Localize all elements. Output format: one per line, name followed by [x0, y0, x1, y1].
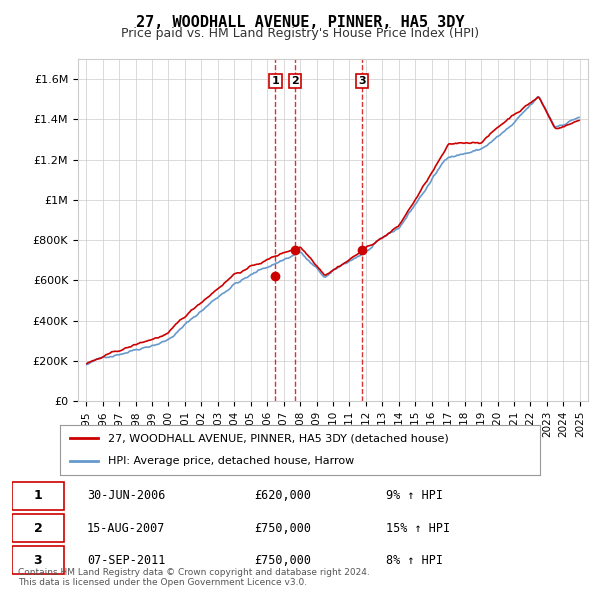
- Text: 9% ↑ HPI: 9% ↑ HPI: [386, 490, 443, 503]
- Text: Contains HM Land Registry data © Crown copyright and database right 2024.
This d: Contains HM Land Registry data © Crown c…: [18, 568, 370, 587]
- Text: 8% ↑ HPI: 8% ↑ HPI: [386, 553, 443, 566]
- Text: HPI: Average price, detached house, Harrow: HPI: Average price, detached house, Harr…: [108, 457, 354, 467]
- Text: 15% ↑ HPI: 15% ↑ HPI: [386, 522, 451, 535]
- Text: 27, WOODHALL AVENUE, PINNER, HA5 3DY (detached house): 27, WOODHALL AVENUE, PINNER, HA5 3DY (de…: [108, 433, 449, 443]
- FancyBboxPatch shape: [12, 482, 64, 510]
- Text: 1: 1: [272, 76, 279, 86]
- Text: 1: 1: [34, 490, 42, 503]
- FancyBboxPatch shape: [12, 514, 64, 542]
- Text: £620,000: £620,000: [254, 490, 311, 503]
- Text: 07-SEP-2011: 07-SEP-2011: [87, 553, 165, 566]
- Text: 2: 2: [34, 522, 42, 535]
- Text: 3: 3: [34, 553, 42, 566]
- Text: £750,000: £750,000: [254, 553, 311, 566]
- Text: 30-JUN-2006: 30-JUN-2006: [87, 490, 165, 503]
- Text: 2: 2: [291, 76, 298, 86]
- Text: 3: 3: [358, 76, 365, 86]
- Text: 27, WOODHALL AVENUE, PINNER, HA5 3DY: 27, WOODHALL AVENUE, PINNER, HA5 3DY: [136, 15, 464, 30]
- Text: 15-AUG-2007: 15-AUG-2007: [87, 522, 165, 535]
- Text: £750,000: £750,000: [254, 522, 311, 535]
- FancyBboxPatch shape: [12, 546, 64, 574]
- Text: Price paid vs. HM Land Registry's House Price Index (HPI): Price paid vs. HM Land Registry's House …: [121, 27, 479, 40]
